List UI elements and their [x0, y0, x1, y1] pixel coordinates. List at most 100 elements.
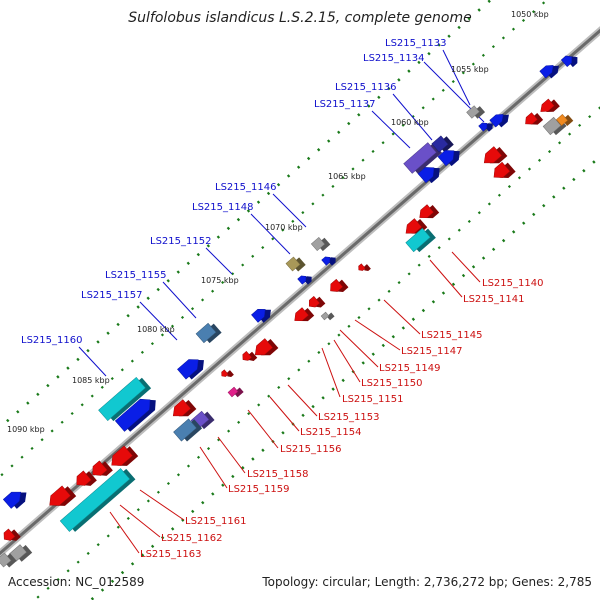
scale-tick: [40, 438, 44, 442]
scale-tick: [140, 553, 145, 557]
scale-tick: [397, 281, 401, 285]
gene-block-face: [3, 528, 16, 541]
scale-tick: [592, 160, 596, 164]
scale-tick: [588, 115, 592, 119]
gene-block-face: [311, 237, 325, 251]
gene-label-reverse[interactable]: LS215_1150: [361, 378, 422, 389]
gene-block: [358, 263, 371, 272]
scale-tick: [206, 447, 211, 451]
scale-tick: [361, 158, 365, 162]
scale-tick: [327, 342, 331, 346]
scale-tick: [46, 383, 50, 388]
scale-label: 1070 kbp: [265, 223, 303, 232]
gene-block-edge: [294, 307, 309, 321]
scale-tick: [337, 333, 341, 337]
scale-tick: [211, 289, 215, 293]
gene-block: [417, 167, 440, 184]
scale-tick: [552, 195, 556, 199]
scale-tick: [130, 359, 134, 363]
gene-label-reverse[interactable]: LS215_1147: [401, 346, 462, 357]
gene-block-face: [321, 256, 331, 266]
scale-tick: [110, 579, 115, 583]
gene-label-reverse[interactable]: LS215_1156: [280, 444, 341, 455]
scale-tick: [501, 238, 506, 243]
gene-label-reverse[interactable]: LS215_1141: [463, 294, 524, 305]
scale-tick: [471, 265, 476, 269]
gene-block: [431, 135, 454, 153]
gene-block: [308, 295, 326, 308]
scale-tick: [377, 95, 381, 100]
scale-tick: [451, 80, 455, 84]
scale-tick: [357, 113, 361, 117]
gene-label-reverse[interactable]: LS215_1163: [140, 549, 201, 560]
gene-block-edge: [254, 338, 274, 356]
scale-tick: [301, 413, 305, 418]
gene-label-reverse[interactable]: LS215_1145: [421, 330, 482, 341]
scale-tick: [357, 315, 361, 320]
scale-tick: [26, 401, 30, 405]
genome-summary-text: Topology: circular; Length: 2,736,272 bp…: [261, 575, 592, 589]
gene-block-edge: [540, 98, 555, 112]
gene-block-edge: [493, 161, 511, 178]
scale-tick: [572, 177, 576, 182]
scale-tick: [66, 569, 70, 573]
scale-tick: [90, 394, 94, 398]
gene-block-edge: [310, 236, 326, 252]
scale-tick: [201, 500, 205, 505]
gene-label-reverse[interactable]: LS215_1149: [379, 363, 440, 374]
gene-block: [92, 460, 113, 476]
gene-label-reverse[interactable]: LS215_1140: [482, 278, 543, 289]
gene-label-forward[interactable]: LS215_1136: [335, 82, 396, 93]
scale-tick: [582, 169, 586, 173]
scale-tick: [321, 193, 325, 197]
gene-block-face: [321, 312, 329, 320]
gene-label-reverse[interactable]: LS215_1153: [318, 412, 379, 423]
scale-tick: [66, 366, 70, 370]
scale-tick: [150, 342, 154, 346]
gene-block-shadow: [233, 387, 244, 398]
gene-block-edge: [195, 322, 217, 344]
gene-label-forward[interactable]: LS215_1134: [363, 53, 424, 64]
gene-label-forward[interactable]: LS215_1148: [192, 202, 253, 213]
gene-block-face: [115, 399, 151, 432]
scale-tick: [547, 150, 552, 154]
gene-label-reverse[interactable]: LS215_1158: [247, 469, 308, 480]
gene-label-reverse[interactable]: LS215_1151: [342, 394, 403, 405]
scale-tick: [277, 385, 281, 389]
gene-block-edge: [560, 55, 573, 68]
scale-tick: [227, 429, 231, 433]
gene-label-forward[interactable]: LS215_1157: [81, 290, 142, 301]
scale-tick: [487, 0, 491, 3]
gene-block: [525, 112, 544, 125]
gene-block-face: [98, 377, 146, 421]
gene-label-reverse[interactable]: LS215_1161: [185, 516, 246, 527]
gene-label-leader: [247, 409, 279, 449]
gene-label-leader: [383, 299, 421, 335]
scale-tick: [407, 272, 411, 276]
gene-label-forward[interactable]: LS215_1137: [314, 99, 375, 110]
scale-tick: [578, 123, 582, 127]
scale-tick: [311, 202, 315, 206]
gene-label-reverse[interactable]: LS215_1162: [161, 533, 222, 544]
scale-tick: [497, 193, 501, 197]
gene-label-reverse[interactable]: LS215_1154: [300, 427, 361, 438]
scale-tick: [437, 43, 441, 47]
gene-label-forward[interactable]: LS215_1160: [21, 335, 82, 346]
scale-tick: [180, 315, 185, 319]
gene-block-face: [466, 105, 480, 119]
gene-block-edge: [525, 112, 538, 125]
gene-label-forward[interactable]: LS215_1146: [215, 182, 276, 193]
gene-label-reverse[interactable]: LS215_1159: [228, 484, 289, 495]
gene-label-forward[interactable]: LS215_1155: [105, 270, 166, 281]
scale-tick: [531, 10, 536, 14]
gene-label-forward[interactable]: LS215_1133: [385, 38, 446, 49]
gene-block-shadow: [227, 370, 234, 378]
scale-tick: [407, 69, 411, 73]
gene-label-leader: [392, 93, 433, 141]
gene-label-forward[interactable]: LS215_1152: [150, 236, 211, 247]
scale-tick: [160, 535, 165, 540]
scale-tick: [347, 121, 351, 126]
gene-block-face: [478, 122, 488, 132]
scale-tick: [110, 377, 114, 381]
scale-tick: [261, 448, 265, 452]
